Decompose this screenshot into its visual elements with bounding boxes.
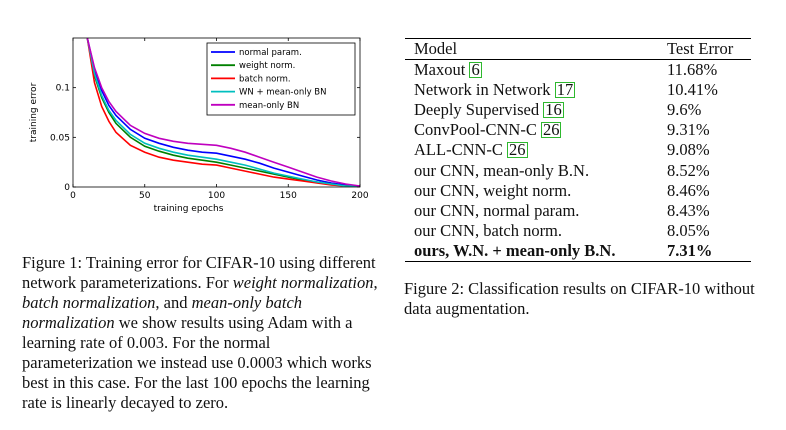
citation-link[interactable]: 16 [543,100,564,120]
model-name: our CNN, batch norm. [414,220,563,240]
x-tick-label: 0 [70,191,76,201]
legend-label: WN + mean-only BN [239,88,327,98]
caption-segment: Figure 1: Training error for CIFAR-10 us… [22,253,376,292]
y-axis-label: training error [29,82,39,142]
test-error-cell: 10.41% [667,80,718,100]
model-cell: our CNN, normal param. [405,201,661,221]
y-tick-label: 0.1 [56,84,70,94]
legend-label: normal param. [239,48,302,58]
model-name: our CNN, weight norm. [414,180,572,200]
legend-label: weight norm. [239,61,295,71]
model-cell: Network in Network 17 [405,80,661,100]
test-error-cell: 11.68% [667,60,718,80]
test-error-cell: 8.46% [667,180,710,200]
caption-segment: , and [155,293,192,312]
table-row: our CNN, normal param. 8.43% [405,201,751,221]
citation-link[interactable]: 26 [540,120,562,140]
table-row: our CNN, weight norm. 8.46% [405,181,751,201]
test-error-cell: 9.6% [667,100,702,120]
test-error-cell: 7.31% [661,240,751,263]
model-cell: our CNN, batch norm. [405,221,661,241]
series-line-3 [86,38,360,187]
model-name: our CNN, normal param. [414,200,580,220]
model-name: Network in Network [414,80,551,100]
table-row: ConvPool-CNN-C 26 9.31% [405,120,751,140]
test-error-cell: 8.05% [667,220,710,240]
caption-segment: batch normalization [22,293,156,312]
table-row: ALL-CNN-C 26 9.08% [405,140,751,160]
table-row: Maxout 6 11.68% [405,60,751,81]
caption-segment: , [373,273,378,292]
caption-segment: we show results using Adam with a learni… [22,313,372,412]
table-header-row: Model Test Error [405,37,751,61]
y-tick-label: 0 [64,183,70,193]
training-error-chart: 0 50 100 150 200 0 0.05 0.1 training epochs train… [29,37,369,214]
test-error-cell: 9.08% [667,140,710,160]
model-name: ConvPool-CNN-C [414,120,537,140]
model-name: ours, W.N. + mean-only B.N. [414,240,616,260]
results-table: Model Test Error Maxout 6 11.68% Network i… [405,37,751,263]
header-test-error: Test Error [661,37,751,61]
model-cell: Maxout 6 [405,60,661,81]
model-cell: ConvPool-CNN-C 26 [405,120,661,140]
model-cell: our CNN, weight norm. [405,181,661,201]
y-tick-label: 0.05 [50,133,70,143]
test-error-cell: 9.31% [667,120,710,140]
model-cell: ours, W.N. + mean-only B.N. [405,240,661,263]
table-row: our CNN, batch norm. 8.05% [405,221,751,241]
test-error-cell: 8.52% [667,160,710,180]
model-name: our CNN, mean-only B.N. [414,160,590,180]
model-cell: ALL-CNN-C 26 [405,140,661,160]
x-tick-label: 100 [208,191,225,201]
table-row: our CNN, mean-only B.N. 8.52% [405,161,751,181]
model-name: ALL-CNN-C [414,140,503,160]
model-cell: Deeply Supervised 16 [405,100,661,120]
figure-2-caption: Figure 2: Classification results on CIFA… [404,279,755,318]
model-name: Deeply Supervised [414,100,540,120]
table-row: Deeply Supervised 16 9.6% [405,100,751,120]
x-tick-label: 200 [351,191,368,201]
legend-label: batch norm. [239,74,291,84]
table-row: ours, W.N. + mean-only B.N. 7.31% [405,240,751,263]
caption-segment: weight normalization [232,273,374,292]
figure-1-chart: 0 50 100 150 200 0 0.05 0.1 training epochs train… [22,30,377,220]
x-tick-label: 50 [139,191,151,201]
caption-segment: mean-only batch normalization [22,293,303,332]
figure-1-caption: Figure 1: Training error for CIFAR-10 us… [22,253,380,413]
legend-label: mean-only BN [239,101,299,111]
table-row: Network in Network 17 10.41% [405,80,751,100]
test-error-cell: 8.43% [667,200,710,220]
x-axis-label: training epochs [154,204,224,214]
series-line-0 [86,38,360,187]
citation-link[interactable]: 26 [507,140,528,160]
citation-link[interactable]: 6 [469,60,482,80]
header-model: Model [405,37,661,61]
series-line-4 [86,38,360,187]
model-name: Maxout [414,60,466,80]
model-cell: our CNN, mean-only B.N. [405,161,661,181]
series-line-2 [86,38,360,187]
x-tick-label: 150 [280,191,297,201]
citation-link[interactable]: 17 [554,80,576,100]
